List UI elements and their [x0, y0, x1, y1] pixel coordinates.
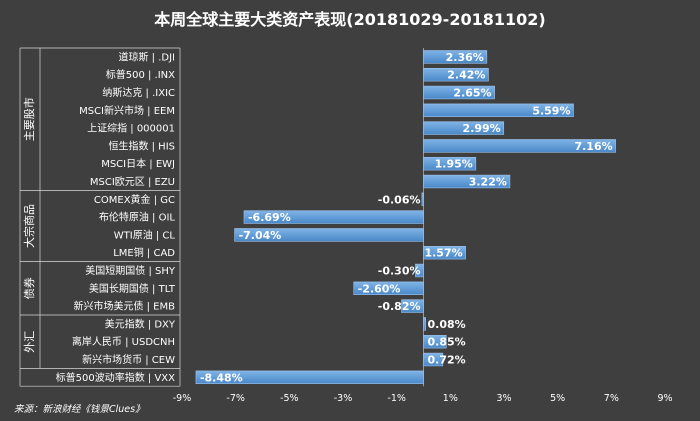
- bar: [423, 174, 511, 189]
- category-label: COMEX黄金 | GC: [94, 193, 175, 206]
- x-tick-label: -9%: [173, 393, 192, 404]
- value-label: 3.22%: [469, 176, 507, 189]
- bar: [423, 246, 466, 260]
- group-label-0: 主要股市: [22, 97, 36, 141]
- bar: [421, 192, 424, 206]
- value-label: 1.57%: [424, 247, 462, 260]
- bar: [401, 299, 424, 313]
- bar: [423, 103, 574, 118]
- category-label: MSCI日本 | EWJ: [101, 157, 175, 170]
- source-note: 来源：新浪财经《钱景Clues》: [14, 403, 145, 415]
- category-label: 离岸人民币 | USDCNH: [72, 335, 175, 348]
- bar: [423, 85, 495, 100]
- x-tick-label: 3%: [496, 393, 511, 404]
- category-label: MSCI新兴市场 | EEM: [79, 104, 175, 117]
- x-tick-label: -7%: [226, 393, 245, 404]
- value-label: 0.08%: [428, 318, 466, 331]
- value-label: -0.06%: [378, 193, 421, 206]
- bar: [423, 157, 477, 171]
- bar: [423, 50, 488, 64]
- category-label: 美国短期国债 | SHY: [85, 264, 176, 277]
- category-label: 新兴市场货币 | CEW: [82, 353, 175, 366]
- category-label: 标普500 | .INX: [106, 68, 175, 81]
- x-axis-ticks: -9% -7% -5% -3% -1% 1% 3% 5% 7% 9%: [173, 393, 673, 404]
- value-label: -0.82%: [378, 300, 421, 313]
- x-tick-label: -1%: [387, 393, 406, 404]
- category-label: 标普500波动率指数 | VXX: [56, 371, 176, 384]
- bar: [423, 68, 489, 82]
- value-label: -8.48%: [200, 371, 243, 384]
- bar: [243, 210, 424, 224]
- value-label: 7.16%: [574, 140, 612, 153]
- value-label: 2.42%: [447, 69, 485, 82]
- value-label: 5.59%: [532, 104, 570, 117]
- x-tick-label: -3%: [334, 393, 353, 404]
- bar: [423, 139, 616, 153]
- bars-layer: [195, 50, 616, 384]
- chart-title: 本周全球主要大类资产表现(20181029-20181102): [154, 10, 545, 29]
- x-tick-label: -5%: [280, 393, 299, 404]
- category-label: 恒生指数 | HIS: [108, 139, 175, 152]
- category-label: 布伦特原油 | OIL: [99, 211, 176, 224]
- grid-layer: [19, 47, 424, 387]
- value-label: -2.60%: [358, 282, 401, 295]
- category-label: LME铜 | CAD: [113, 247, 175, 259]
- value-label: 0.72%: [428, 354, 466, 367]
- group-label-2: 债券: [22, 277, 36, 299]
- value-label: 2.65%: [453, 87, 491, 100]
- category-label: 美国长期国债 | TLT: [89, 282, 176, 295]
- x-tick-label: 5%: [550, 393, 565, 404]
- bar: [415, 263, 424, 278]
- bar: [234, 228, 424, 242]
- bar: [423, 334, 447, 349]
- category-label: 纳斯达克 | .IXIC: [102, 86, 175, 99]
- category-label: MSCI欧元区 | EZU: [90, 176, 175, 188]
- bar: [353, 281, 424, 295]
- bar: [195, 370, 424, 384]
- bar: [423, 121, 505, 135]
- category-label: WTI原油 | CL: [114, 228, 176, 241]
- value-label: 0.85%: [428, 336, 466, 349]
- group-label-1: 大宗商品: [22, 204, 36, 248]
- value-label: -6.69%: [248, 211, 291, 224]
- x-tick-label: 9%: [657, 393, 672, 404]
- x-tick-label: 7%: [604, 393, 619, 404]
- bar: [423, 352, 444, 367]
- value-label: 1.95%: [435, 158, 473, 171]
- value-label: 2.99%: [463, 122, 501, 135]
- bar: [423, 317, 426, 331]
- category-label: 道琼斯 | .DJI: [118, 50, 175, 63]
- value-label: -7.04%: [239, 229, 282, 242]
- value-label: 2.36%: [446, 51, 484, 64]
- x-tick-label: 1%: [443, 393, 458, 404]
- category-label: 新兴市场美元债 | EMB: [73, 300, 175, 313]
- category-label: 美元指数 | DXY: [105, 317, 176, 330]
- value-label: -0.30%: [378, 265, 421, 278]
- group-label-3: 外汇: [23, 331, 36, 353]
- category-label: 上证综指 | 000001: [87, 122, 175, 135]
